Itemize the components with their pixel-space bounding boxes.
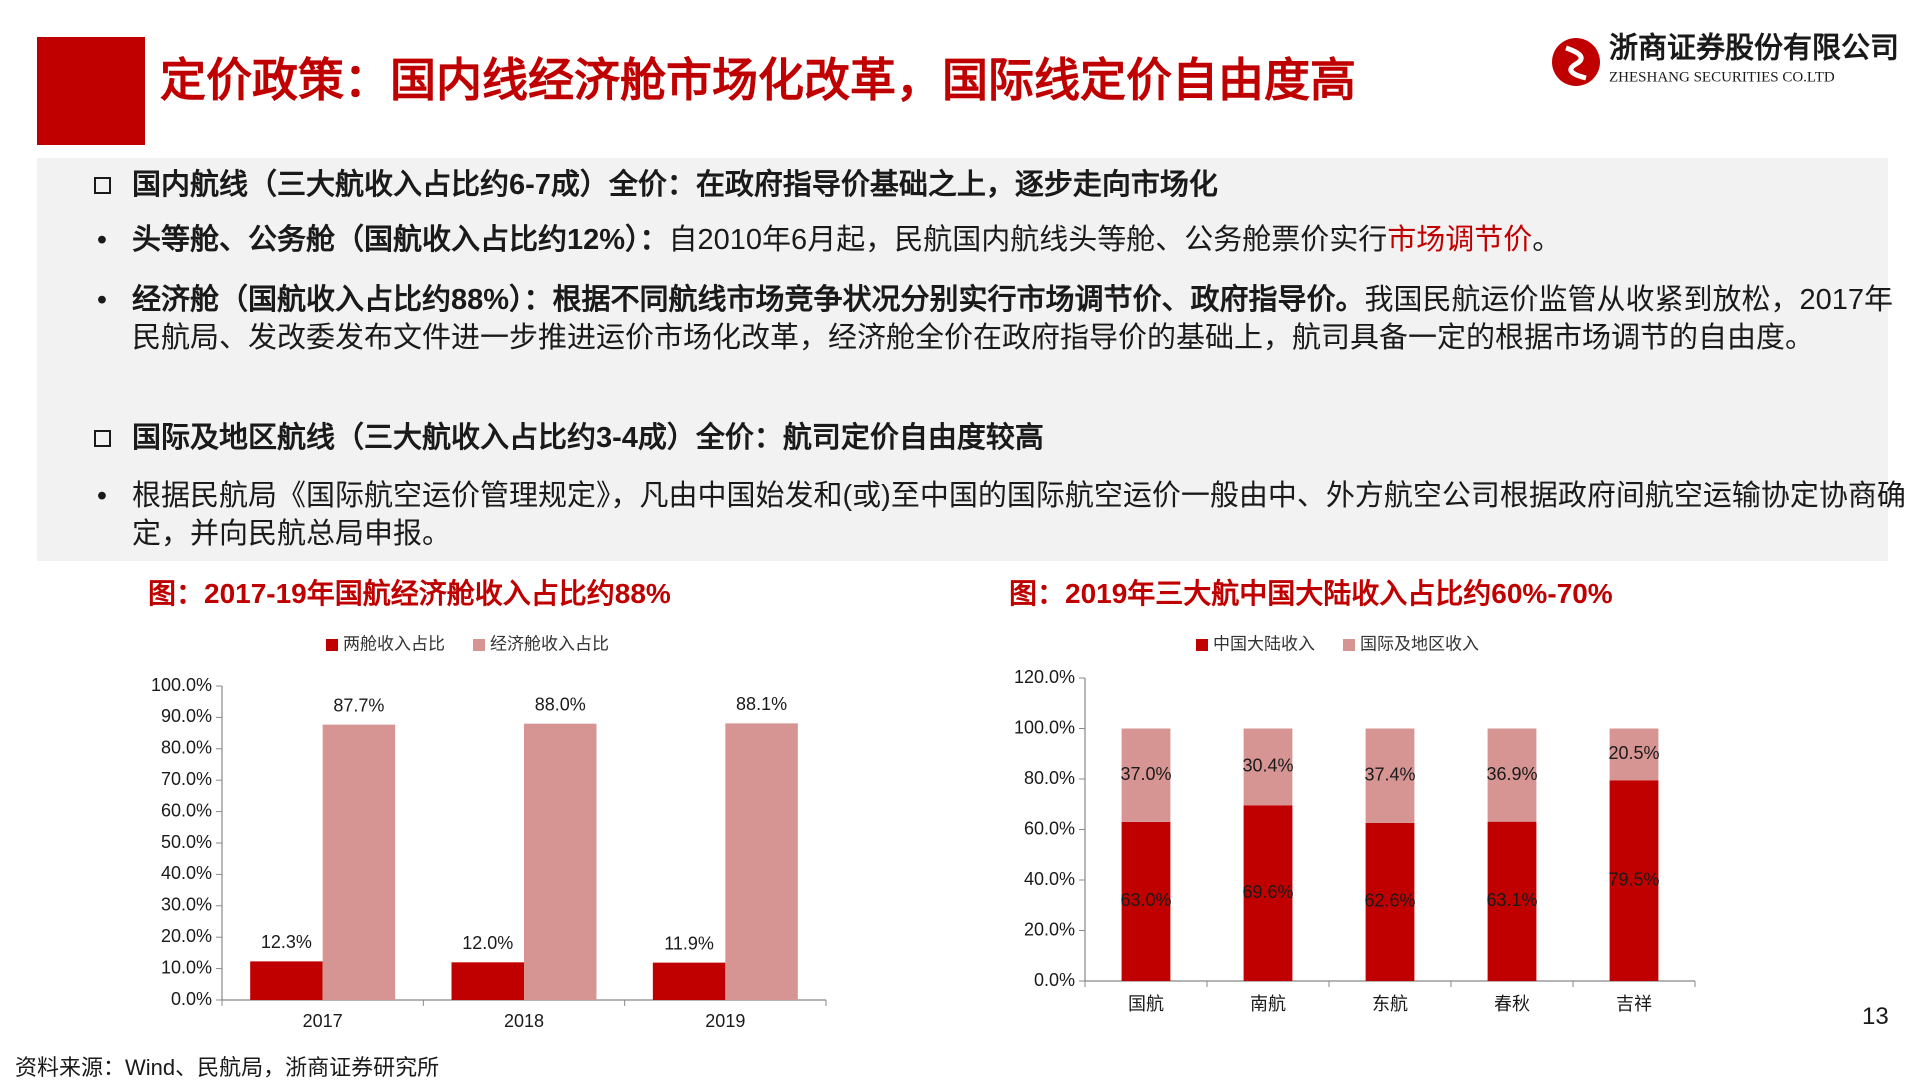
y-tick-label: 80.0% (1024, 768, 1075, 788)
y-tick-label: 10.0% (161, 957, 212, 977)
y-tick-label: 90.0% (161, 706, 212, 726)
logo-icon-mark (1565, 45, 1587, 81)
legend-swatch (1343, 639, 1355, 651)
legend-label: 中国大陆收入 (1213, 634, 1315, 653)
legend-label: 两舱收入占比 (343, 634, 445, 653)
bullet: • 头等舱、公务舱（国航收入占比约12%）：自2010年6月起，民航国内航线头等舱… (96, 224, 1562, 256)
x-tick-label: 东航 (1372, 994, 1408, 1014)
bar-segment (1609, 780, 1659, 981)
bar-segment (1365, 728, 1415, 823)
x-tick-label: 2017 (303, 1011, 343, 1031)
x-tick-label: 南航 (1250, 994, 1286, 1014)
y-tick-label: 0.0% (171, 989, 212, 1009)
x-tick-label: 2018 (504, 1011, 544, 1031)
text: 国内航线（三大航收入占比约6-7成）全价：在政府指导价基础之上，逐步走向市场化 (132, 169, 1218, 201)
bar-segment (1487, 728, 1537, 822)
bar-segment (1487, 821, 1537, 981)
bullet: • 根据民航局《国际航空运价管理规定》，凡由中国始发和(或)至中国的国际航空运价一… (96, 480, 1906, 550)
value-label: 37.4% (1364, 764, 1415, 784)
text: 根据民航局《国际航空运价管理规定》，凡由中国始发和(或)至中国的国际航空运价一般… (132, 480, 1906, 550)
value-label: 12.3% (261, 932, 312, 952)
chart-title: 图：2019年三大航中国大陆收入占比约60%-70% (1009, 578, 1613, 609)
y-tick-label: 40.0% (161, 863, 212, 883)
y-tick-label: 20.0% (161, 926, 212, 946)
value-label: 79.5% (1608, 869, 1659, 889)
text: 经济舱（国航收入占比约88%）：根据不同航线市场竞争状况分别实行市场调节价、政府… (132, 284, 1365, 316)
y-tick-label: 0.0% (1034, 970, 1075, 990)
y-tick-label: 60.0% (161, 800, 212, 820)
x-tick-label: 2019 (705, 1011, 745, 1031)
bar-segment (1121, 821, 1171, 981)
bar (451, 962, 524, 1000)
page-number: 13 (1862, 1003, 1889, 1030)
y-tick-label: 100.0% (1014, 717, 1075, 737)
y-tick-label: 80.0% (161, 738, 212, 758)
bar-segment (1243, 728, 1293, 806)
slide-title: 定价政策：国内线经济舱市场化改革，国际线定价自由度高 (160, 54, 1356, 106)
legend-label: 经济舱收入占比 (490, 634, 609, 653)
legend-swatch (326, 639, 338, 651)
value-label: 36.9% (1486, 764, 1537, 784)
value-label: 12.0% (462, 933, 513, 953)
value-label: 88.0% (535, 694, 586, 714)
bar (524, 723, 597, 1000)
bar (250, 961, 323, 1000)
x-tick-label: 吉祥 (1616, 994, 1652, 1014)
text: 国际及地区航线（三大航收入占比约3-4成）全价：航司定价自由度较高 (132, 422, 1044, 454)
y-tick-label: 30.0% (161, 895, 212, 915)
bullet: • 经济舱（国航收入占比约88%）：根据不同航线市场竞争状况分别实行市场调节价、政… (96, 284, 1894, 354)
x-tick-label: 春秋 (1494, 994, 1530, 1014)
x-tick-label: 国航 (1128, 994, 1164, 1014)
y-tick-label: 70.0% (161, 769, 212, 789)
y-tick-label: 40.0% (1024, 869, 1075, 889)
source: 资料来源：Wind、民航局，浙商证券研究所 (15, 1055, 440, 1080)
y-tick-label: 100.0% (151, 675, 212, 695)
bar-segment (1243, 805, 1293, 981)
y-tick-label: 20.0% (1024, 919, 1075, 939)
title-block (37, 37, 145, 145)
company-cn: 浙商证券股份有限公司 (1609, 32, 1899, 65)
value-label: 37.0% (1120, 764, 1171, 784)
y-tick-label: 60.0% (1024, 818, 1075, 838)
section-heading: 国际及地区航线（三大航收入占比约3-4成）全价：航司定价自由度较高 (93, 419, 1907, 457)
text: 我国民航运价监管从收紧到放松，2017年民航局、发改委发布文件进一步推进运价市场… (132, 284, 1894, 354)
bar-segment (1121, 728, 1171, 822)
y-tick-label: 50.0% (161, 832, 212, 852)
bar (725, 723, 798, 1000)
value-label: 11.9% (664, 933, 714, 953)
company-en: ZHESHANG SECURITIES CO.LTD (1609, 69, 1835, 85)
legend-swatch (473, 639, 485, 651)
bar-segment (1365, 822, 1415, 981)
value-label: 63.1% (1486, 890, 1537, 910)
value-label: 20.5% (1608, 743, 1659, 763)
value-label: 30.4% (1242, 756, 1293, 776)
text: 头等舱、公务舱（国航收入占比约12%）： (132, 224, 669, 256)
chart-title: 图：2017-19年国航经济舱收入占比约88% (148, 578, 671, 609)
value-label: 62.6% (1364, 891, 1415, 911)
value-label: 88.1% (736, 694, 787, 714)
bar-segment (1609, 728, 1659, 781)
legend-label: 国际及地区收入 (1360, 634, 1479, 653)
value-label: 63.0% (1120, 890, 1171, 910)
text: 市场调节价 (1387, 224, 1533, 256)
value-label: 87.7% (333, 695, 384, 715)
legend-swatch (1196, 639, 1208, 651)
value-label: 69.6% (1242, 882, 1293, 902)
text: 自2010年6月起，民航国内航线头等舱、公务舱票价实行 (668, 224, 1388, 256)
bar (652, 962, 726, 1000)
y-tick-label: 120.0% (1014, 667, 1075, 687)
bar (322, 724, 396, 1000)
text: 。 (1532, 224, 1562, 256)
content-box: 国内航线（三大航收入占比约6-7成）全价：在政府指导价基础之上，逐步走向市场化 … (37, 158, 1906, 561)
section-heading: 国内航线（三大航收入占比约6-7成）全价：在政府指导价基础之上，逐步走向市场化 (93, 166, 1907, 204)
